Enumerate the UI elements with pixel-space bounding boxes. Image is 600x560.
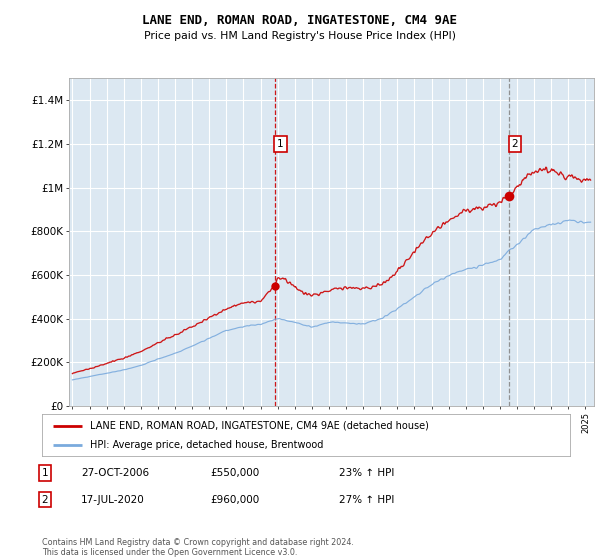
Text: 23% ↑ HPI: 23% ↑ HPI xyxy=(339,468,394,478)
Text: LANE END, ROMAN ROAD, INGATESTONE, CM4 9AE: LANE END, ROMAN ROAD, INGATESTONE, CM4 9… xyxy=(143,14,458,27)
Text: HPI: Average price, detached house, Brentwood: HPI: Average price, detached house, Bren… xyxy=(89,440,323,450)
Text: 2: 2 xyxy=(512,139,518,149)
Text: £550,000: £550,000 xyxy=(210,468,259,478)
Text: 27% ↑ HPI: 27% ↑ HPI xyxy=(339,494,394,505)
Text: 1: 1 xyxy=(41,468,49,478)
Text: 1: 1 xyxy=(277,139,284,149)
Text: 17-JUL-2020: 17-JUL-2020 xyxy=(81,494,145,505)
Text: LANE END, ROMAN ROAD, INGATESTONE, CM4 9AE (detached house): LANE END, ROMAN ROAD, INGATESTONE, CM4 9… xyxy=(89,421,428,431)
Text: 2: 2 xyxy=(41,494,49,505)
Text: £960,000: £960,000 xyxy=(210,494,259,505)
Text: Contains HM Land Registry data © Crown copyright and database right 2024.
This d: Contains HM Land Registry data © Crown c… xyxy=(42,538,354,557)
Text: 27-OCT-2006: 27-OCT-2006 xyxy=(81,468,149,478)
Text: Price paid vs. HM Land Registry's House Price Index (HPI): Price paid vs. HM Land Registry's House … xyxy=(144,31,456,41)
